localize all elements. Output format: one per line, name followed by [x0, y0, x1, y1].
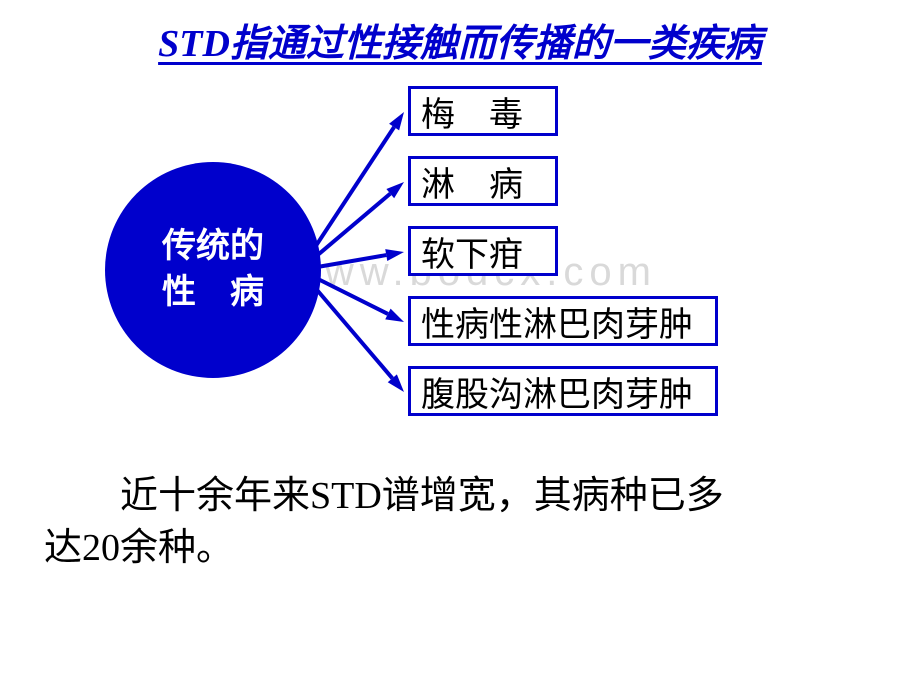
bottom-line2: 达20余种。	[44, 522, 724, 574]
center-circle: 传统的 性 病	[105, 162, 321, 378]
disease-box-2: 软下疳	[408, 226, 558, 276]
circle-line2: 性 病	[162, 270, 264, 316]
circle-line1: 传统的	[162, 224, 264, 270]
disease-box-1: 淋 病	[408, 156, 558, 206]
disease-box-4: 腹股沟淋巴肉芽肿	[408, 366, 718, 416]
bottom-line1: 近十余年来STD谱增宽，其病种已多	[44, 470, 724, 522]
slide-title: STD指通过性接触而传播的一类疾病	[0, 12, 920, 67]
disease-box-0: 梅 毒	[408, 86, 558, 136]
slide: STD指通过性接触而传播的一类疾病 www.bodcx.com 传统的 性 病 …	[0, 0, 920, 690]
disease-box-3: 性病性淋巴肉芽肿	[408, 296, 718, 346]
bottom-paragraph: 近十余年来STD谱增宽，其病种已多 达20余种。	[44, 470, 724, 574]
